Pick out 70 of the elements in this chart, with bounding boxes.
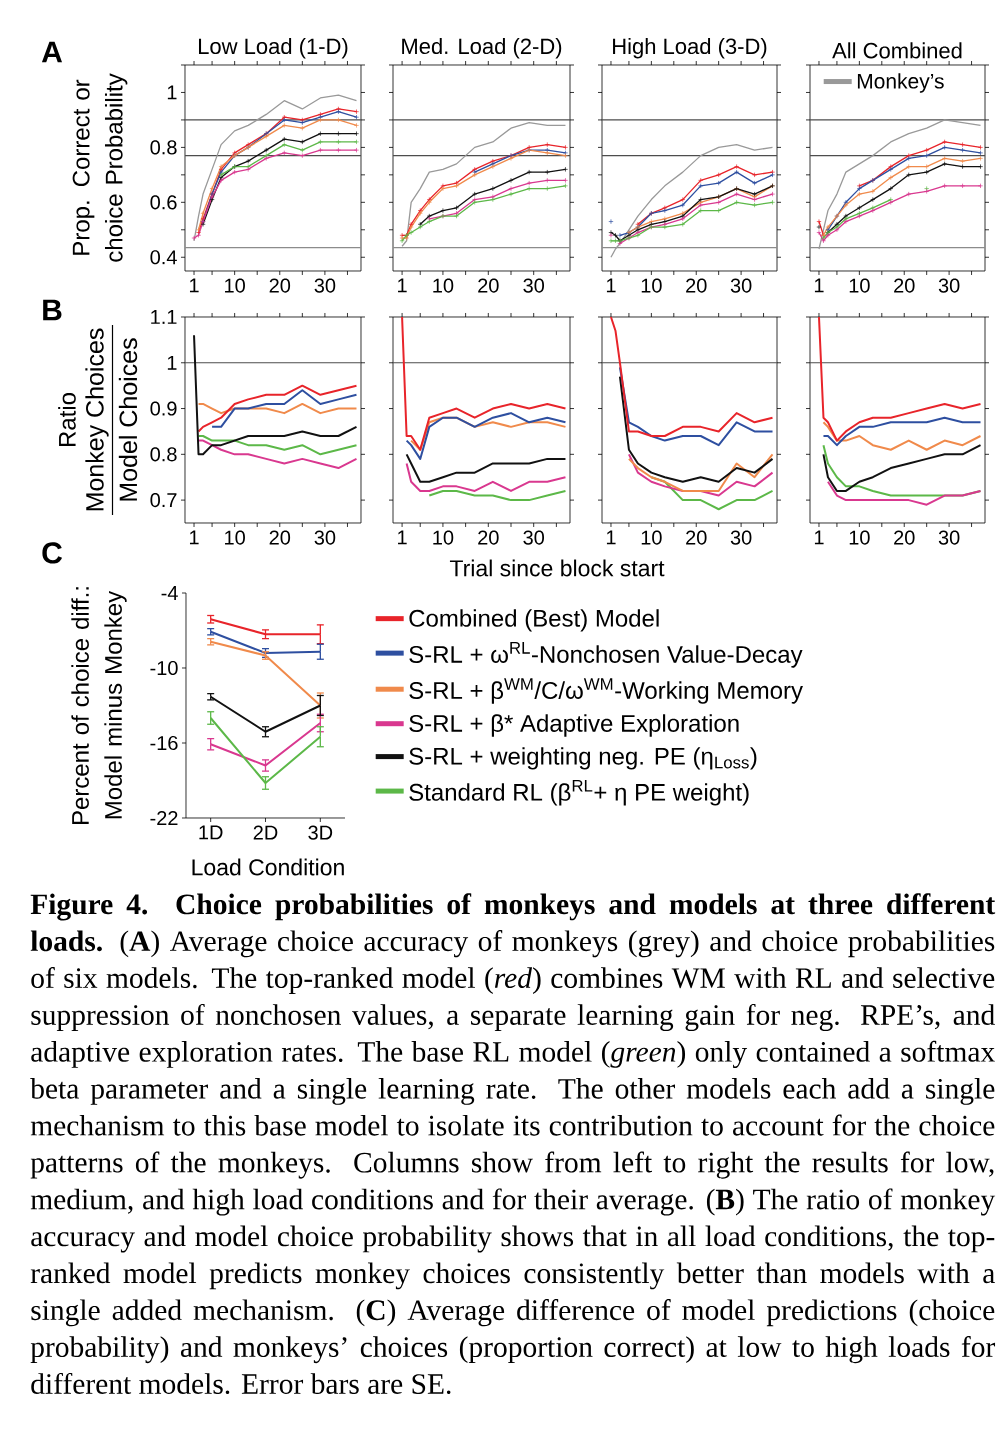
- x-tick-label: 10: [641, 530, 662, 545]
- x-tick-label: 1: [398, 278, 407, 293]
- chart-title: Med. Load (2-D): [402, 37, 562, 59]
- chart-title: Low Load (1-D): [198, 37, 348, 59]
- x-axis-title: Trial since block start: [449, 559, 665, 577]
- y-tick-label: -4: [161, 586, 178, 600]
- y-tick-label: 1.1: [151, 310, 177, 324]
- x-tick-label: 30: [314, 530, 336, 545]
- x-tick-label: 20: [894, 278, 915, 293]
- x-tick-label: 10: [433, 530, 454, 545]
- x-axis-title: Load Condition: [192, 858, 344, 876]
- x-tick-label: 10: [849, 278, 870, 293]
- text: Figure 4. Choice probabilities of monkeys and models at three different loads. (A) Average choice accuracy of monkeys (grey) and choice probabilities of six models. The top-ranked model (red) combines WM with RL and selective suppression of nonchosen values, a separate learning gain for neg. RPE’s, and adaptive exploration rates. The base RL model (green) only contained a softmax beta parameter and a single learning rate. The other models each add a single mechanism to this base model to isolate its contribution to account for the choice patterns of the monkeys. Columns show from left to right the results for low, medium, and high load conditions and for their average. (B) The ratio of monkey accuracy and model choice probability shows that in all load conditions, the top-ranked model predicts monkey choices consistently better than models with a single added mechanism. (C) Average difference of model predictions (choice probability) and monkeys’ choices (proportion correct) at low to high loads for different models. Error bars are SE.: [30, 893, 996, 1395]
- text: C: [42, 542, 63, 564]
- x-tick-label: 30: [523, 278, 545, 293]
- legend-label: Combined (Best) Model: [409, 609, 659, 632]
- chart-title: High Load (3-D): [613, 37, 767, 59]
- x-tick-label: 10: [433, 278, 454, 293]
- text: A: [41, 41, 63, 63]
- x-tick-label: 1: [398, 530, 407, 545]
- x-tick-label: 10: [225, 278, 245, 293]
- x-tick-label: 1: [189, 278, 199, 293]
- chart-title: All Combined: [832, 42, 962, 59]
- y-tick-label: 0.9: [150, 401, 177, 416]
- y-tick-label: 1: [167, 85, 177, 100]
- legend-label: S-RL + β$^{WM}$/C/ω$^{WM}$-Working Memory: [409, 678, 803, 704]
- x-tick-label: 30: [730, 278, 752, 293]
- x-tick-label: 20: [894, 530, 915, 545]
- x-tick-label: 10: [225, 530, 245, 545]
- text: Model Choices: [118, 338, 138, 501]
- legend-label: Standard RL (β$^{RL}$+ η PE weight): [409, 780, 749, 806]
- x-tick-label: 20: [478, 530, 499, 545]
- y-axis-title: Percent of choice diff.: Model minus Monkey: [71, 587, 127, 825]
- text: Monkey Choices: [85, 328, 109, 511]
- x-tick-label: 20: [478, 278, 499, 293]
- legend-label: S-RL + weighting neg. PE (η$_{Loss}$): [409, 747, 757, 770]
- x-tick-label: 30: [730, 530, 752, 545]
- y-tick-label: -10: [150, 660, 178, 676]
- y-tick-label: 1: [167, 355, 177, 370]
- x-tick-label: 10: [849, 530, 870, 545]
- legend-label: Monkey’s: [857, 73, 944, 93]
- x-tick-label: 2D: [253, 825, 278, 840]
- y-tick-label: -22: [150, 811, 178, 825]
- x-tick-label: 20: [269, 278, 291, 293]
- text: B: [43, 299, 62, 321]
- x-tick-label: 3D: [308, 825, 333, 840]
- y-tick-label: 0.7: [150, 493, 177, 508]
- y-tick-label: -16: [150, 735, 178, 751]
- x-tick-label: 1D: [199, 825, 223, 840]
- x-tick-label: 30: [523, 530, 545, 545]
- x-tick-label: 1: [814, 530, 824, 545]
- x-tick-label: 1: [606, 278, 616, 293]
- y-tick-label: 0.4: [150, 250, 177, 265]
- x-tick-label: 1: [606, 530, 616, 545]
- x-tick-label: 30: [938, 530, 960, 545]
- x-tick-label: 20: [269, 530, 291, 545]
- x-tick-label: 20: [686, 278, 707, 293]
- y-tick-label: 0.8: [150, 140, 177, 155]
- x-tick-label: 1: [814, 278, 824, 293]
- y-axis-title: Ratio: [58, 392, 76, 447]
- legend-label: S-RL + ω$^{RL}$-Nonchosen Value-Decay: [409, 642, 803, 668]
- y-tick-label: 0.8: [150, 447, 177, 462]
- y-axis-title: Prop. Correct or choice Probability: [72, 73, 128, 262]
- x-tick-label: 20: [686, 530, 707, 545]
- x-tick-label: 10: [641, 278, 662, 293]
- y-tick-label: 0.6: [150, 195, 177, 210]
- x-tick-label: 30: [314, 278, 336, 293]
- x-tick-label: 1: [189, 530, 199, 545]
- legend-label: S-RL + β* Adaptive Exploration: [409, 714, 739, 737]
- x-tick-label: 30: [938, 278, 960, 293]
